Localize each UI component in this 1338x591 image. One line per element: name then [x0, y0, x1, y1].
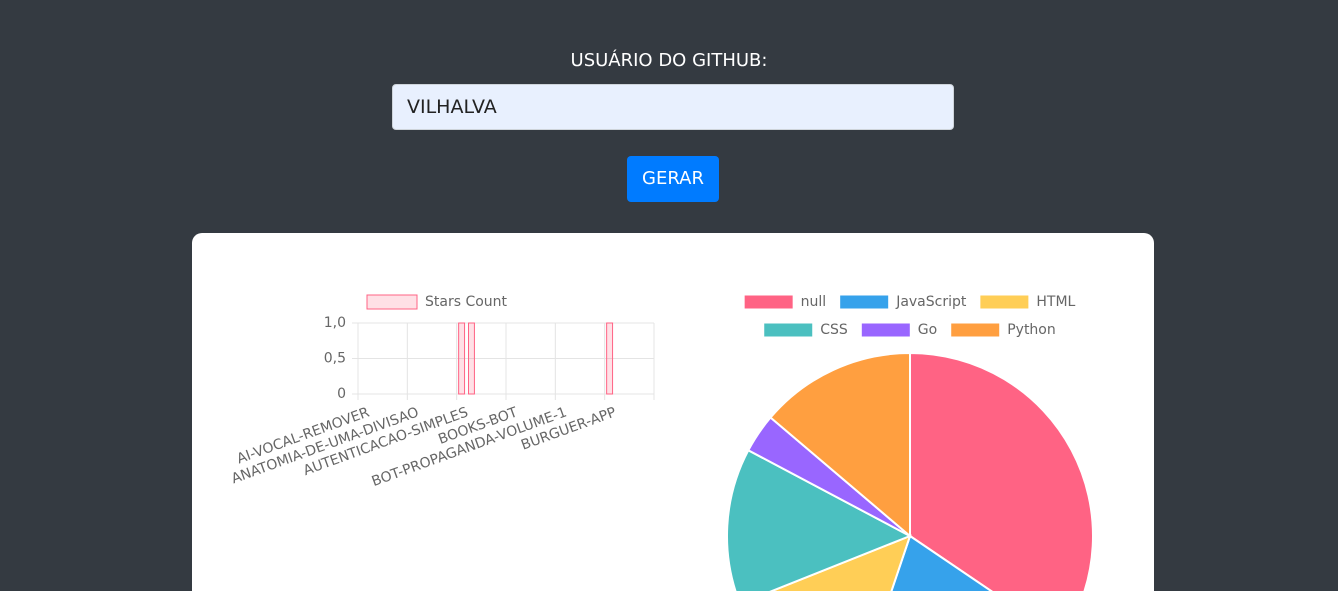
legend-label: Python: [1007, 322, 1056, 338]
legend-swatch: [861, 323, 910, 337]
pie-slice: [890, 534, 993, 591]
legend-label: CSS: [820, 322, 848, 338]
pie-slice: [769, 351, 911, 539]
legend-label: Go: [918, 322, 937, 338]
legend-swatch: [951, 323, 1000, 337]
legend-swatch: [764, 323, 813, 337]
legend-label: HTML: [1036, 294, 1075, 310]
username-input[interactable]: VILHALVA: [392, 84, 954, 130]
generate-button[interactable]: GERAR: [627, 156, 719, 202]
legend-swatch: [980, 295, 1029, 309]
bar: [606, 322, 614, 395]
bar: [468, 322, 475, 395]
y-tick-label: 0,5: [324, 351, 346, 367]
legend-swatch: [840, 295, 889, 309]
legend-label: Stars Count: [425, 294, 508, 310]
pie-slice: [769, 534, 912, 591]
field-label: USUÁRIO DO GITHUB:: [570, 50, 768, 71]
pie-slice: [909, 351, 1094, 591]
legend-label: null: [801, 294, 827, 310]
bar: [458, 322, 466, 395]
legend-swatch: [744, 295, 793, 309]
y-tick-label: 1,0: [324, 315, 346, 331]
legend-swatch: [366, 294, 418, 310]
pie-slice: [726, 448, 913, 591]
y-tick-label: 0: [337, 386, 346, 402]
legend-label: JavaScript: [895, 294, 967, 310]
